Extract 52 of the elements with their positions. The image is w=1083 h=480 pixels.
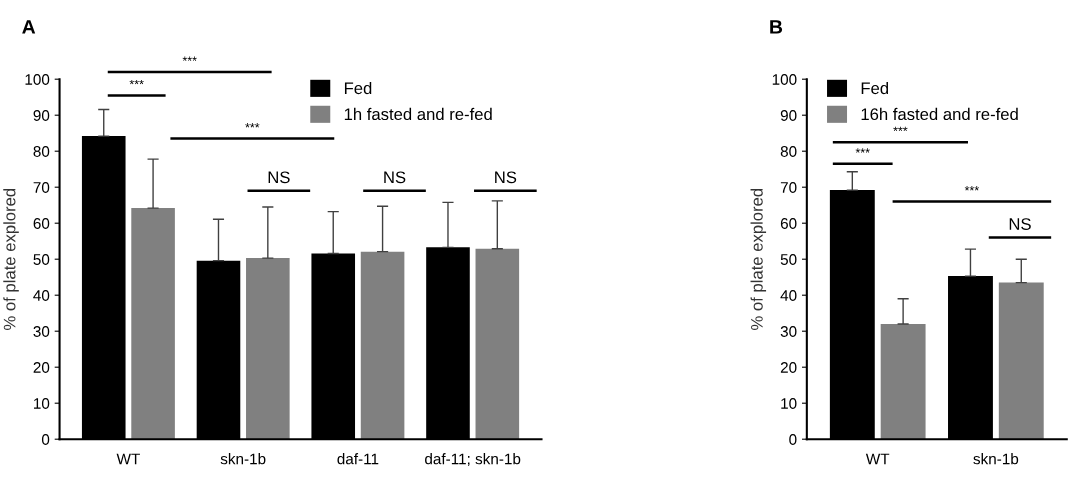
- bar: [360, 251, 405, 440]
- y-tick-label: 20: [780, 362, 797, 373]
- annotation: ***: [245, 123, 260, 128]
- legend-label: 1h fasted and re-fed: [344, 107, 492, 121]
- y-tick-label: 50: [780, 254, 797, 265]
- y-tick-label: 80: [780, 146, 797, 157]
- legend-label: Fed: [861, 81, 889, 95]
- legend-label: 16h fasted and re-fed: [861, 107, 1018, 121]
- annotation: NS: [495, 171, 517, 184]
- annotation: NS: [1009, 218, 1031, 230]
- annotation: ***: [129, 79, 144, 85]
- x-tick-label: WT: [116, 453, 140, 465]
- bar: [998, 282, 1044, 440]
- y-tick-label: 90: [33, 110, 50, 121]
- x-tick-label: WT: [865, 453, 890, 465]
- y-tick-label: 30: [780, 326, 797, 337]
- chart-title: B: [770, 20, 783, 34]
- y-tick-label: 10: [781, 398, 797, 409]
- y-tick-label: 60: [33, 218, 50, 229]
- annotation: NS: [384, 171, 406, 184]
- bar: [880, 324, 926, 440]
- annotation: ***: [893, 126, 908, 132]
- y-tick-label: 60: [780, 218, 797, 229]
- y-tick-label: 20: [33, 362, 50, 373]
- chart-title: A: [22, 20, 36, 34]
- bar: [246, 258, 290, 440]
- x-tick-label: daf-11; skn-1b: [425, 453, 521, 467]
- bar: [131, 208, 175, 440]
- x-tick-label: skn-1b: [973, 453, 1019, 465]
- y-tick-label: 0: [789, 434, 797, 445]
- y-tick-label: 100: [772, 74, 797, 85]
- y-tick-label: 10: [34, 398, 50, 409]
- y-tick-label: 30: [33, 326, 50, 337]
- legend-label: Fed: [344, 81, 372, 95]
- y-tick-label: 50: [33, 254, 50, 265]
- y-tick-label: 40: [780, 290, 797, 301]
- y-axis-title: % of plate explored: [3, 188, 19, 330]
- y-tick-label: 100: [25, 74, 50, 85]
- x-tick-label: skn-1b: [220, 453, 266, 465]
- annotation: ***: [855, 148, 870, 153]
- annotation: NS: [268, 171, 290, 184]
- y-tick-label: 40: [33, 290, 50, 301]
- y-tick-label: 80: [33, 146, 50, 157]
- text: ***: [182, 56, 197, 61]
- y-tick-label: 90: [780, 110, 797, 121]
- y-tick-label: 0: [41, 434, 50, 445]
- y-tick-label: 70: [33, 182, 50, 193]
- y-tick-label: 70: [780, 182, 797, 193]
- annotation: ***: [964, 186, 979, 191]
- bar: [475, 248, 520, 440]
- y-axis-title: % of plate explored: [750, 188, 767, 330]
- x-tick-label: daf-11: [337, 453, 379, 465]
